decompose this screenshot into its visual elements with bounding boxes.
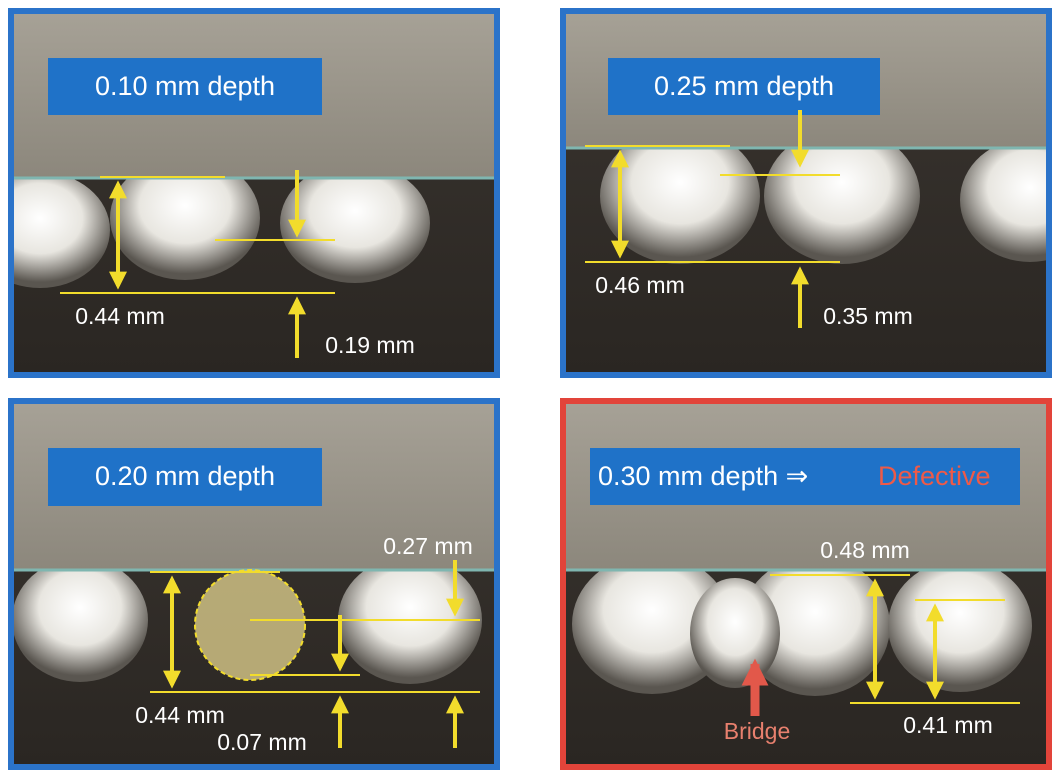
panel-title: 0.10 mm depth — [95, 71, 275, 101]
title-box — [608, 58, 880, 115]
panel-title: 0.30 mm depth ⇒ — [598, 461, 808, 491]
measure-label: 0.19 mm — [325, 332, 414, 358]
panel: 0.10 mm depth 0.44 mm 0.19 mm — [8, 8, 500, 378]
measure-label: 0.27 mm — [383, 533, 472, 559]
panel-title: 0.20 mm depth — [95, 461, 275, 491]
panel: 0.30 mm depth ⇒ Defective Bridge 0.48 mm… — [560, 398, 1052, 770]
title-box — [590, 448, 1020, 505]
panel-title: 0.25 mm depth — [654, 71, 834, 101]
measure-label: 0.41 mm — [903, 712, 992, 738]
title-box — [48, 448, 322, 506]
measure-label: 0.46 mm — [595, 272, 684, 298]
measure-label: 0.35 mm — [823, 303, 912, 329]
measure-label: 0.44 mm — [75, 303, 164, 329]
panel: 0.25 mm depth 0.46 mm 0.35 mm — [560, 8, 1052, 378]
status: Defective — [878, 461, 991, 491]
panel: 0.20 mm depth 0.27 mm 0.44 mm 0.07 mm — [8, 398, 500, 770]
measure-label: 0.48 mm — [820, 537, 909, 563]
bridge-label: Bridge — [724, 718, 790, 744]
title-box — [48, 58, 322, 115]
measure-label: 0.07 mm — [217, 729, 306, 755]
measure-label: 0.44 mm — [135, 702, 224, 728]
